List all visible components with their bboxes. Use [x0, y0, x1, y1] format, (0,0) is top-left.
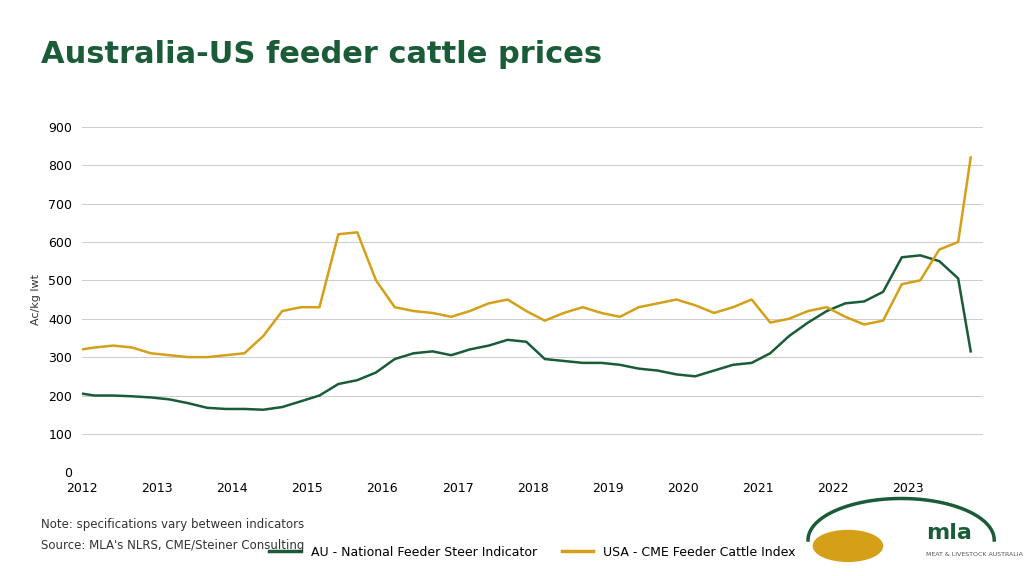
Text: Note: specifications vary between indicators: Note: specifications vary between indica… — [41, 518, 304, 532]
Y-axis label: Ac/kg lwt: Ac/kg lwt — [32, 274, 41, 325]
Text: MEAT & LIVESTOCK AUSTRALIA: MEAT & LIVESTOCK AUSTRALIA — [926, 552, 1023, 556]
Circle shape — [813, 530, 883, 562]
Text: Australia-US feeder cattle prices: Australia-US feeder cattle prices — [41, 40, 602, 69]
Legend: AU - National Feeder Steer Indicator, USA - CME Feeder Cattle Index: AU - National Feeder Steer Indicator, US… — [264, 541, 801, 564]
Text: Source: MLA's NLRS, CME/Steiner Consulting: Source: MLA's NLRS, CME/Steiner Consulti… — [41, 539, 304, 552]
Text: mla: mla — [926, 524, 972, 543]
